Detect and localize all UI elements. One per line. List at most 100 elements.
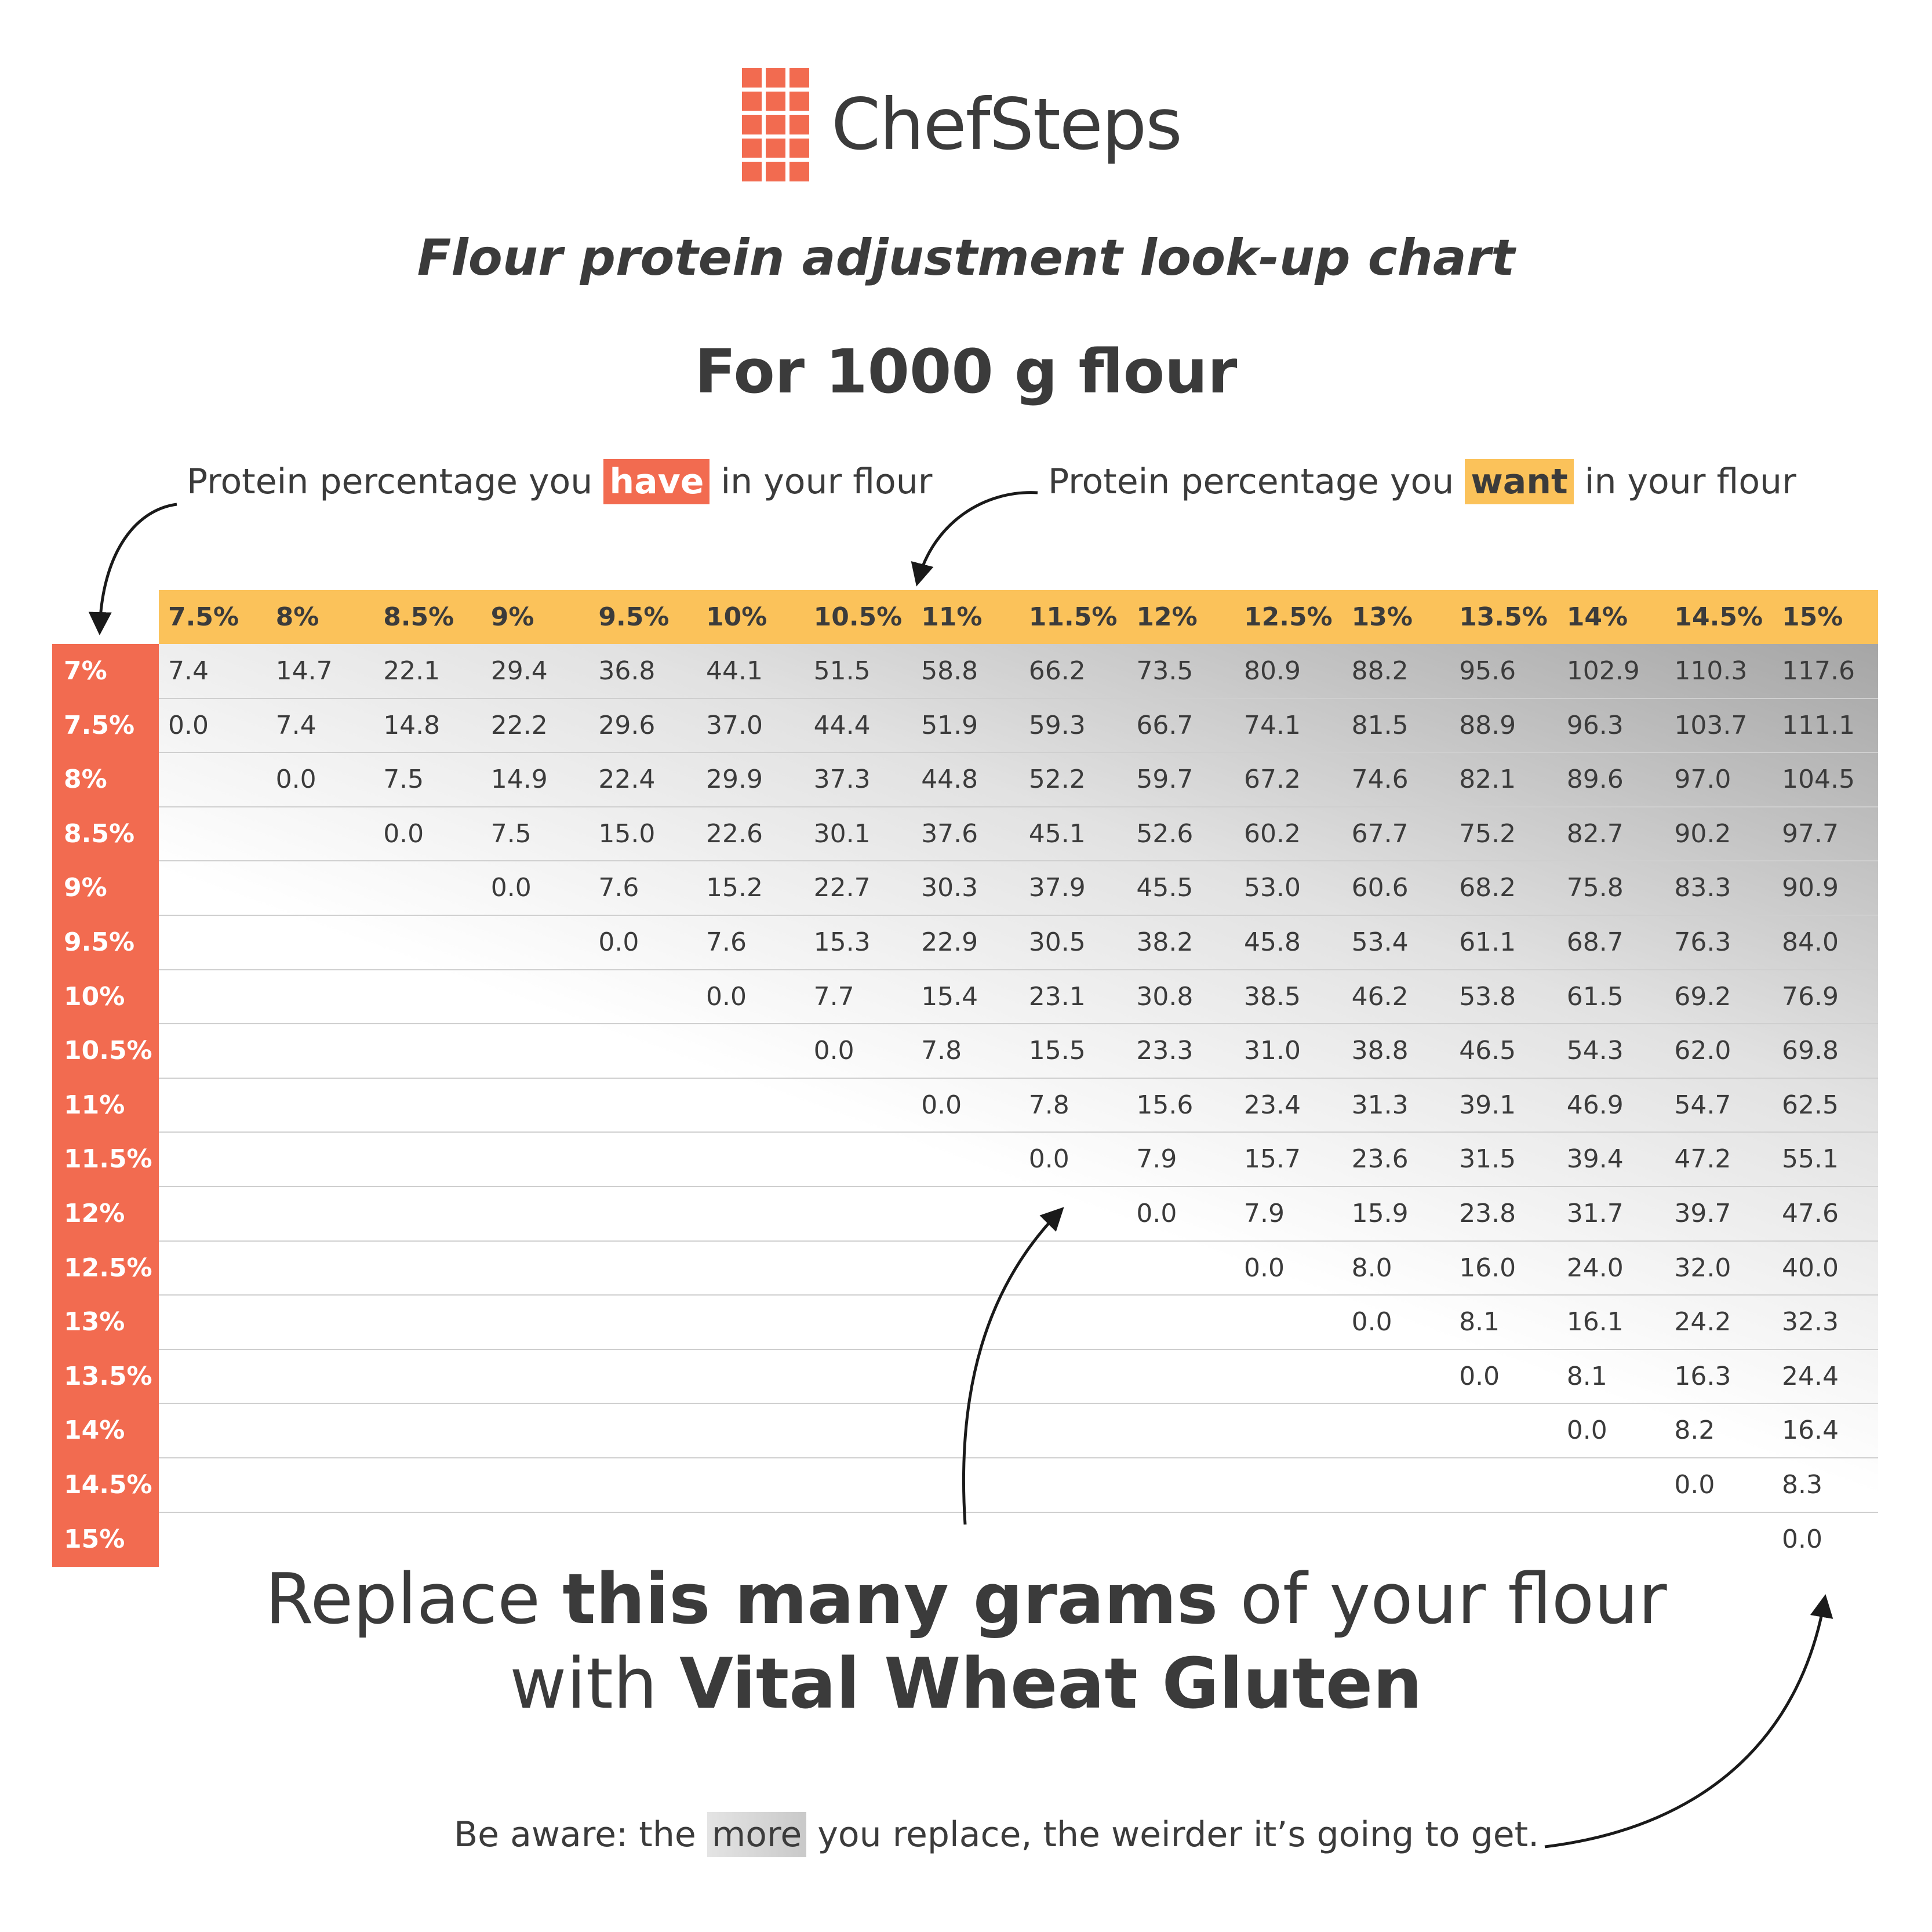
table-cell: 62.0 [1674,1036,1731,1066]
brand-name: ChefSteps [831,83,1183,166]
row-header: 10.5% [64,1036,152,1066]
table-cell: 0.0 [706,981,747,1012]
table-cell: 45.1 [1028,818,1086,849]
table-cell: 24.2 [1674,1307,1731,1337]
table-cell: 0.0 [168,710,209,740]
table-cell: 16.0 [1459,1253,1516,1283]
table-cell: 7.6 [706,927,747,957]
column-header: 12% [1136,602,1198,632]
row-header: 10% [64,981,125,1012]
table-cell: 0.0 [490,873,532,903]
table-cell: 30.1 [813,818,871,849]
table-cell: 36.8 [598,656,656,686]
table-cell: 24.4 [1782,1361,1839,1391]
row-header: 12% [64,1199,125,1228]
caption-line-2: with Vital Wheat Gluten [0,1644,1932,1724]
table-cell: 61.5 [1566,981,1624,1012]
table-cell: 0.0 [1782,1524,1822,1554]
table-cell: 7.8 [921,1036,962,1066]
table-cell: 8.1 [1566,1361,1607,1391]
row-divider [159,1023,1878,1025]
table-cell: 32.0 [1674,1253,1731,1283]
table-cell: 59.3 [1028,710,1086,740]
table-cell: 111.1 [1782,710,1855,740]
table-cell: 58.8 [921,656,978,686]
table-cell: 39.7 [1674,1199,1731,1228]
table-cell: 8.3 [1782,1470,1822,1500]
row-header: 13% [64,1307,125,1337]
table-cell: 23.1 [1028,981,1086,1012]
row-divider [159,1457,1878,1458]
caption-emphasis: Vital Wheat Gluten [679,1644,1422,1724]
column-header: 11% [921,602,983,632]
column-header: 13.5% [1459,602,1548,632]
table-cell: 22.4 [598,765,656,795]
table-cell: 31.3 [1351,1090,1409,1120]
table-cell: 22.2 [490,710,548,740]
table-cell: 7.5 [490,818,532,849]
table-cell: 75.2 [1459,818,1516,849]
row-header: 14% [64,1416,125,1446]
have-highlight: have [603,459,710,504]
table-cell: 97.0 [1674,765,1731,795]
row-divider [159,697,1878,699]
have-header-column [52,644,159,1567]
table-cell: 15.3 [813,927,871,957]
table-cell: 80.9 [1244,656,1301,686]
footer-text: Be aware: the [454,1814,707,1855]
table-cell: 66.7 [1136,710,1194,740]
column-header: 7.5% [168,602,239,632]
have-note-after: in your flour [721,461,933,502]
table-cell: 51.5 [813,656,871,686]
table-cell: 88.2 [1351,656,1409,686]
table-cell: 53.8 [1459,981,1516,1012]
table-cell: 0.0 [275,765,316,795]
table-cell: 23.3 [1136,1036,1194,1066]
table-cell: 55.1 [1782,1144,1839,1174]
table-cell: 39.4 [1566,1144,1624,1174]
table-cell: 110.3 [1674,656,1748,686]
column-header: 8% [275,602,319,632]
chefsteps-grid-icon [742,68,809,181]
table-cell: 75.8 [1566,873,1624,903]
column-header: 13% [1351,602,1413,632]
table-cell: 15.4 [921,981,978,1012]
table-cell: 84.0 [1782,927,1839,957]
caption-line-1: Replace this many grams of your flour [0,1559,1932,1640]
column-header: 11.5% [1028,602,1118,632]
row-header: 7.5% [64,710,135,740]
table-cell: 22.6 [706,818,763,849]
want-note: Protein percentage you want in your flou… [1048,459,1796,504]
row-header: 12.5% [64,1253,152,1283]
caption-text: Replace [265,1559,563,1640]
table-cell: 62.5 [1782,1090,1839,1120]
table-cell: 90.2 [1674,818,1731,849]
have-note: Protein percentage you have in your flou… [187,459,933,504]
row-divider [159,806,1878,807]
table-cell: 104.5 [1782,765,1855,795]
table-cell: 89.6 [1566,765,1624,795]
table-cell: 29.9 [706,765,763,795]
table-cell: 24.0 [1566,1253,1624,1283]
column-header: 9.5% [598,602,670,632]
table-cell: 0.0 [1028,1144,1069,1174]
want-note-before: Protein percentage you [1048,461,1454,502]
table-cell: 51.9 [921,710,978,740]
table-cell: 29.4 [490,656,548,686]
row-divider [159,1077,1878,1079]
table-cell: 46.5 [1459,1036,1516,1066]
column-header: 12.5% [1244,602,1333,632]
table-cell: 0.0 [1351,1307,1392,1337]
table-cell: 22.1 [383,656,441,686]
table-cell: 16.3 [1674,1361,1731,1391]
row-divider [159,752,1878,754]
table-cell: 37.9 [1028,873,1086,903]
table-cell: 37.0 [706,710,763,740]
table-cell: 69.2 [1674,981,1731,1012]
table-cell: 0.0 [1566,1416,1607,1446]
table-cell: 31.7 [1566,1199,1624,1228]
row-header: 9.5% [64,927,135,957]
chart-subtitle: Flour protein adjustment look-up chart [417,229,1515,287]
table-cell: 66.2 [1028,656,1086,686]
table-cell: 22.7 [813,873,871,903]
